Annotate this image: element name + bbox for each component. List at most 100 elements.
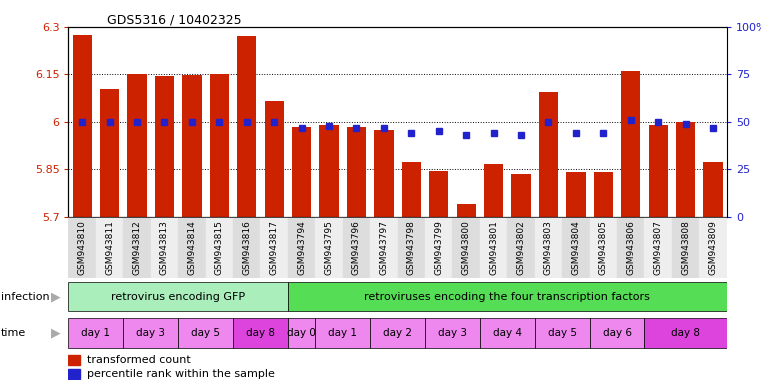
Text: GSM943817: GSM943817 bbox=[269, 220, 279, 275]
Bar bbox=[645, 217, 672, 278]
Bar bbox=[703, 162, 723, 217]
Text: GSM943802: GSM943802 bbox=[517, 220, 526, 275]
Text: time: time bbox=[1, 328, 26, 338]
Bar bbox=[402, 162, 421, 217]
Text: GSM943800: GSM943800 bbox=[462, 220, 471, 275]
Text: GSM943807: GSM943807 bbox=[654, 220, 663, 275]
Text: day 4: day 4 bbox=[493, 328, 522, 338]
Bar bbox=[617, 217, 645, 278]
Text: GSM943799: GSM943799 bbox=[435, 220, 443, 275]
Text: GSM943811: GSM943811 bbox=[105, 220, 114, 275]
Text: GSM943805: GSM943805 bbox=[599, 220, 608, 275]
Text: GSM943809: GSM943809 bbox=[708, 220, 718, 275]
Bar bbox=[648, 125, 668, 217]
Bar bbox=[315, 318, 370, 348]
Bar bbox=[320, 125, 339, 217]
Bar bbox=[100, 89, 119, 217]
Text: percentile rank within the sample: percentile rank within the sample bbox=[87, 369, 275, 379]
Text: day 2: day 2 bbox=[383, 328, 412, 338]
Text: GSM943810: GSM943810 bbox=[78, 220, 87, 275]
Bar bbox=[123, 217, 151, 278]
Bar bbox=[237, 36, 256, 217]
Text: GSM943794: GSM943794 bbox=[297, 220, 306, 275]
Text: transformed count: transformed count bbox=[87, 355, 191, 365]
Text: day 5: day 5 bbox=[191, 328, 220, 338]
Bar bbox=[205, 217, 233, 278]
Bar bbox=[480, 217, 508, 278]
Text: GSM943803: GSM943803 bbox=[544, 220, 553, 275]
Bar bbox=[562, 217, 590, 278]
Bar bbox=[288, 282, 727, 311]
Text: GSM943796: GSM943796 bbox=[352, 220, 361, 275]
Text: GSM943812: GSM943812 bbox=[132, 220, 142, 275]
Bar bbox=[68, 318, 123, 348]
Text: GSM943795: GSM943795 bbox=[324, 220, 333, 275]
Bar bbox=[96, 217, 123, 278]
Bar bbox=[233, 217, 260, 278]
Bar bbox=[535, 217, 562, 278]
Bar bbox=[480, 318, 535, 348]
Text: day 3: day 3 bbox=[438, 328, 467, 338]
Text: day 8: day 8 bbox=[246, 328, 275, 338]
Bar bbox=[539, 92, 558, 217]
Bar bbox=[699, 217, 727, 278]
Bar bbox=[72, 35, 92, 217]
Bar bbox=[68, 355, 81, 366]
Bar bbox=[183, 75, 202, 217]
Bar bbox=[429, 171, 448, 217]
Bar bbox=[233, 318, 288, 348]
Text: ▶: ▶ bbox=[51, 327, 61, 339]
Bar bbox=[127, 74, 147, 217]
Bar bbox=[508, 217, 535, 278]
Bar bbox=[453, 217, 480, 278]
Text: GSM943815: GSM943815 bbox=[215, 220, 224, 275]
Bar bbox=[151, 217, 178, 278]
Text: day 1: day 1 bbox=[328, 328, 357, 338]
Text: GSM943798: GSM943798 bbox=[407, 220, 416, 275]
Bar bbox=[68, 369, 81, 379]
Bar bbox=[123, 318, 178, 348]
Text: GSM943806: GSM943806 bbox=[626, 220, 635, 275]
Text: day 0: day 0 bbox=[287, 328, 316, 338]
Text: retroviruses encoding the four transcription factors: retroviruses encoding the four transcrip… bbox=[365, 291, 650, 302]
Bar bbox=[457, 204, 476, 217]
Bar bbox=[676, 122, 696, 217]
Bar bbox=[288, 318, 315, 348]
Text: GSM943814: GSM943814 bbox=[187, 220, 196, 275]
Bar bbox=[265, 101, 284, 217]
Bar bbox=[397, 217, 425, 278]
Bar bbox=[315, 217, 342, 278]
Bar bbox=[535, 318, 590, 348]
Bar bbox=[374, 130, 393, 217]
Bar bbox=[590, 318, 645, 348]
Bar bbox=[292, 127, 311, 217]
Bar bbox=[594, 172, 613, 217]
Bar bbox=[672, 217, 699, 278]
Text: GSM943813: GSM943813 bbox=[160, 220, 169, 275]
Text: day 3: day 3 bbox=[136, 328, 165, 338]
Text: GSM943797: GSM943797 bbox=[380, 220, 388, 275]
Bar bbox=[347, 127, 366, 217]
Text: GSM943804: GSM943804 bbox=[572, 220, 581, 275]
Text: day 6: day 6 bbox=[603, 328, 632, 338]
Bar bbox=[288, 217, 315, 278]
Bar bbox=[260, 217, 288, 278]
Text: infection: infection bbox=[1, 291, 49, 302]
Text: day 5: day 5 bbox=[548, 328, 577, 338]
Bar bbox=[621, 71, 640, 217]
Bar bbox=[425, 217, 453, 278]
Bar bbox=[178, 217, 205, 278]
Bar bbox=[68, 282, 288, 311]
Bar bbox=[178, 318, 233, 348]
Text: GSM943808: GSM943808 bbox=[681, 220, 690, 275]
Text: retrovirus encoding GFP: retrovirus encoding GFP bbox=[111, 291, 245, 302]
Bar bbox=[645, 318, 727, 348]
Bar bbox=[511, 174, 530, 217]
Text: ▶: ▶ bbox=[51, 290, 61, 303]
Bar bbox=[566, 172, 585, 217]
Text: GSM943816: GSM943816 bbox=[242, 220, 251, 275]
Text: day 8: day 8 bbox=[671, 328, 700, 338]
Bar bbox=[155, 76, 174, 217]
Bar bbox=[484, 164, 503, 217]
Text: GDS5316 / 10402325: GDS5316 / 10402325 bbox=[107, 13, 241, 26]
